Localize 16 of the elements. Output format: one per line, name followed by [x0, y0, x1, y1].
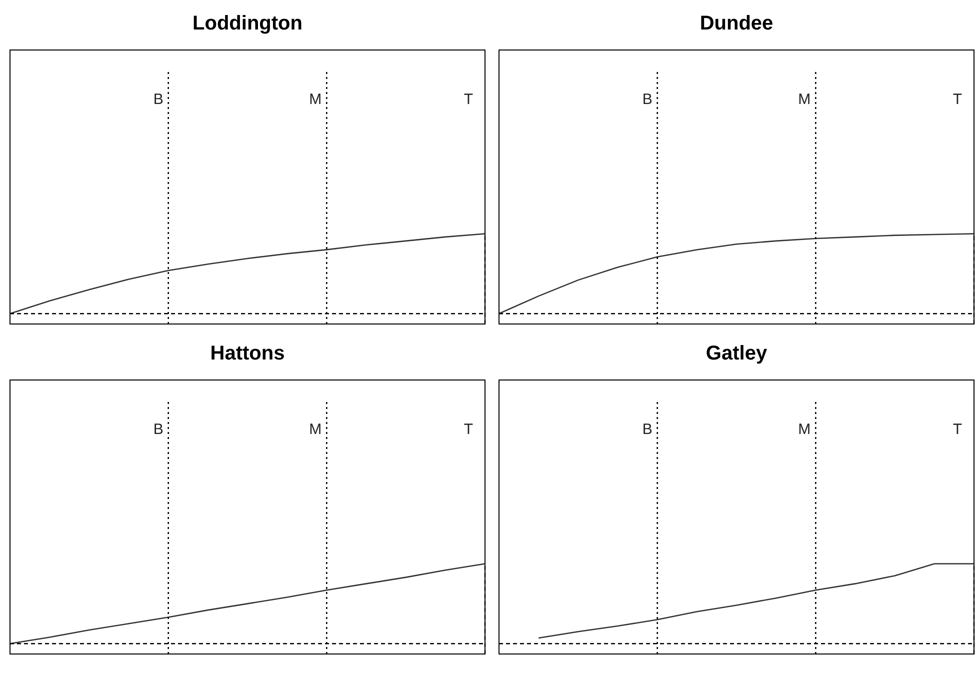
- text: T: [952, 421, 962, 438]
- text: B: [642, 91, 652, 108]
- chart-title: Loddington: [192, 12, 302, 35]
- text: B: [642, 421, 652, 438]
- text: M: [798, 421, 811, 438]
- text: M: [309, 91, 322, 108]
- chart-title: Hattons: [210, 342, 285, 365]
- chart-title: Dundee: [700, 12, 774, 35]
- text: T: [464, 91, 473, 108]
- text: M: [798, 91, 811, 108]
- text: B: [153, 91, 164, 108]
- chart-title: Gatley: [706, 342, 768, 365]
- text: T: [952, 91, 962, 108]
- text: M: [309, 421, 322, 438]
- text: T: [464, 421, 473, 438]
- text: B: [153, 421, 164, 438]
